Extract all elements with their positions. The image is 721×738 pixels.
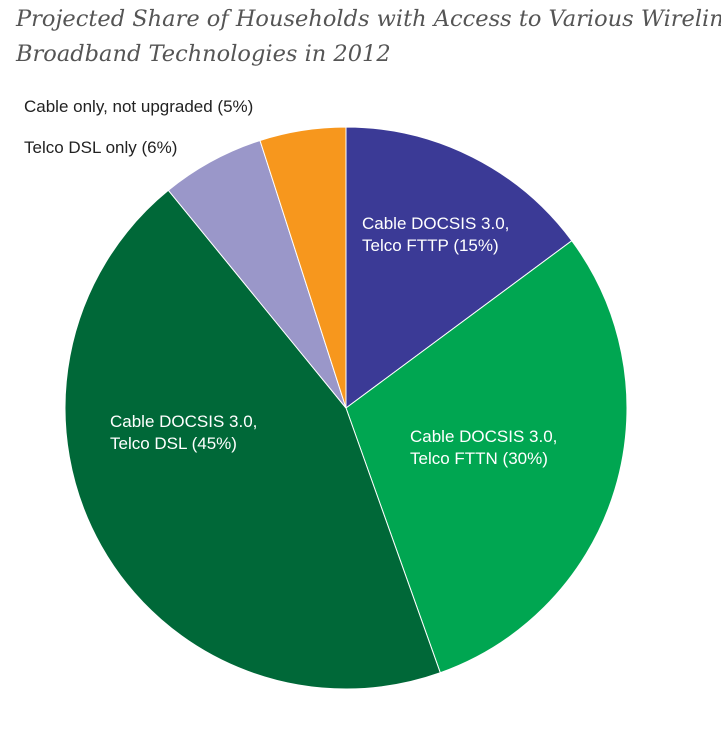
slice-label-line: Telco FTTN (30%) — [410, 449, 548, 468]
slice-label: Cable only, not upgraded (5%) — [24, 97, 253, 116]
pie-slice — [345, 126, 573, 409]
slice-label-line: Cable DOCSIS 3.0, — [362, 214, 509, 233]
slice-label-line: Telco DSL (45%) — [110, 434, 237, 453]
pie-slice — [345, 240, 628, 674]
chart-title-line-1: Projected Share of Households with Acces… — [16, 6, 721, 32]
chart-title: Projected Share of Households with Acces… — [16, 2, 721, 72]
slice-label: Telco DSL only (6%) — [24, 138, 177, 157]
pie-labels: Cable DOCSIS 3.0, Telco FTTP (15%)Cable D… — [24, 97, 557, 468]
chart-title-line-2: Broadband Technologies in 2012 — [16, 41, 391, 67]
pie-slices — [64, 126, 628, 690]
slice-label-line: Cable DOCSIS 3.0, — [410, 427, 557, 446]
slice-label-line: Cable DOCSIS 3.0, — [110, 412, 257, 431]
slice-label: Cable DOCSIS 3.0, Telco FTTN (30%) — [410, 427, 557, 468]
slice-label-line: Telco FTTP (15%) — [362, 236, 499, 255]
pie-slice — [259, 126, 347, 409]
slice-label-line: Telco DSL only (6%) — [24, 138, 177, 157]
pie-slice — [64, 189, 441, 690]
slice-label-line: Cable only, not upgraded (5%) — [24, 97, 253, 116]
slice-label: Cable DOCSIS 3.0, Telco DSL (45%) — [110, 412, 257, 453]
slice-label: Cable DOCSIS 3.0, Telco FTTP (15%) — [362, 214, 509, 255]
